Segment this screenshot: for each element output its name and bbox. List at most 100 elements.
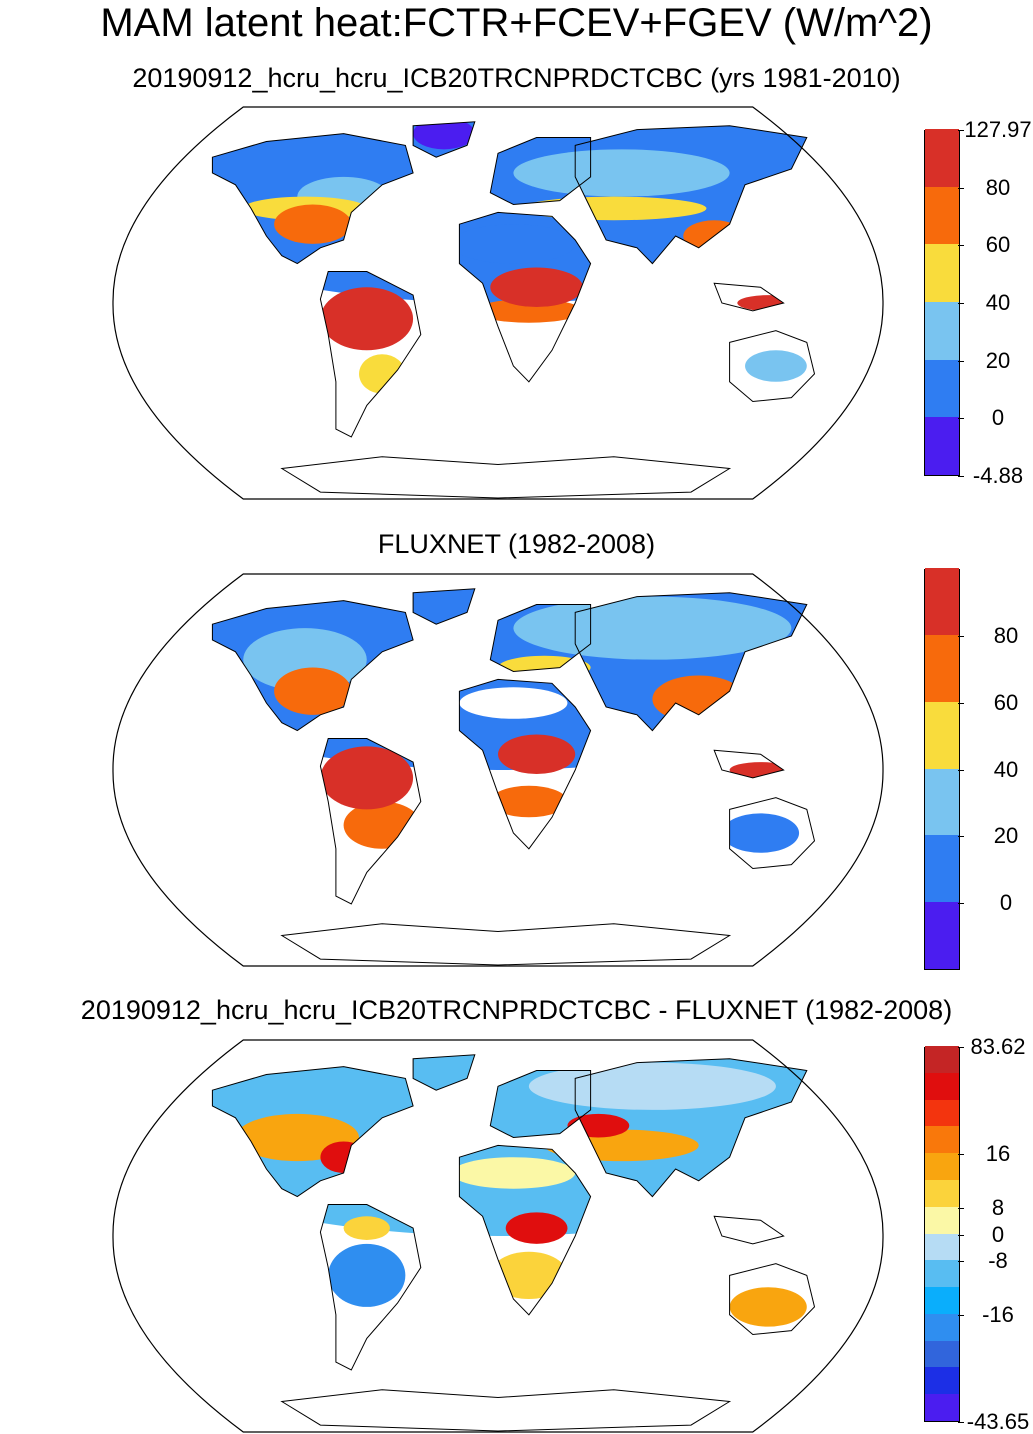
colorbar-segment bbox=[925, 901, 959, 969]
colorbar-segment bbox=[925, 243, 959, 302]
colorbar-tick-label: 0 bbox=[991, 1221, 1005, 1247]
map-value-region bbox=[505, 1212, 568, 1244]
colorbar-segment bbox=[925, 1286, 959, 1314]
map-value-region bbox=[320, 287, 414, 351]
coastline-asia bbox=[574, 592, 808, 732]
colorbar-tick-mark bbox=[958, 702, 964, 704]
colorbar-tick-mark bbox=[958, 903, 964, 905]
panel-2-title: FLUXNET (1982-2008) bbox=[377, 529, 656, 559]
colorbar-tick-mark bbox=[958, 1422, 964, 1423]
colorbar-tick-mark bbox=[958, 245, 964, 247]
map-value-region bbox=[490, 1251, 568, 1300]
map-value-region bbox=[729, 1287, 807, 1327]
colorbar-tick-mark bbox=[958, 360, 964, 362]
colorbar-segment bbox=[925, 1152, 959, 1180]
colorbar-tick-mark bbox=[958, 635, 964, 637]
coastline-africa bbox=[458, 211, 592, 383]
map-value-region bbox=[498, 734, 576, 774]
colorbar-segment bbox=[925, 1072, 959, 1100]
colorbar-tick-mark bbox=[958, 130, 964, 131]
colorbar-tick-mark bbox=[958, 836, 964, 838]
colorbar-tick-mark bbox=[958, 1207, 964, 1209]
map-projection-outline bbox=[112, 1039, 884, 1433]
coastline-southAmerica bbox=[319, 738, 422, 905]
coastline-maritime bbox=[713, 1215, 785, 1245]
coastline-northAmerica bbox=[211, 600, 414, 732]
colorbar-tick-label: 127.97 bbox=[964, 117, 1032, 142]
figure-title: MAM latent heat:FCTR+FCEV+FGEV (W/m^2) bbox=[100, 1, 933, 45]
coastline-southAmerica bbox=[319, 271, 422, 438]
colorbar-segment bbox=[925, 128, 959, 187]
colorbar-segment bbox=[925, 567, 959, 635]
colorbar-tick-label: 20 bbox=[985, 347, 1011, 373]
map-value-region bbox=[320, 746, 414, 810]
map-value-region bbox=[328, 1243, 406, 1307]
colorbar-tick-mark bbox=[958, 303, 964, 304]
map-value-region bbox=[451, 224, 576, 264]
coastline-africa bbox=[458, 678, 592, 850]
colorbar-segment bbox=[925, 701, 959, 769]
colorbar-tick-label: 0 bbox=[999, 890, 1013, 916]
colorbar-segment bbox=[925, 1366, 959, 1395]
colorbar-tick-label: 8 bbox=[991, 1194, 1005, 1220]
panel-1-colorbar bbox=[924, 128, 960, 476]
coastline-australia bbox=[729, 797, 816, 870]
coastline-maritime bbox=[713, 749, 785, 779]
coastline-antarctica bbox=[280, 923, 732, 966]
colorbar-tick-label: 83.62 bbox=[970, 1034, 1026, 1059]
panel-3-title: 20190912_hcru_hcru_ICB20TRCNPRDCTCBC - F… bbox=[80, 995, 953, 1025]
map-value-region bbox=[343, 1216, 390, 1240]
coastline-asia bbox=[574, 1058, 808, 1198]
map-value-region bbox=[745, 350, 807, 382]
coastline-greenland bbox=[412, 1054, 476, 1091]
map-value-region bbox=[513, 149, 730, 197]
map-projection-outline bbox=[112, 106, 884, 500]
colorbar-tick-label: -8 bbox=[988, 1248, 1008, 1274]
colorbar-tick-mark bbox=[958, 187, 964, 189]
colorbar-tick-label: 20 bbox=[993, 823, 1019, 849]
colorbar-segment bbox=[925, 416, 959, 475]
coastline-antarctica bbox=[280, 456, 732, 499]
colorbar-tick-label: 80 bbox=[993, 622, 1019, 648]
colorbar-segment bbox=[925, 1045, 959, 1073]
panel-2-world-map bbox=[112, 573, 884, 967]
colorbar-tick-label: -4.88 bbox=[972, 463, 1024, 488]
map-value-region bbox=[274, 204, 352, 244]
coastline-europe bbox=[489, 604, 592, 673]
colorbar-segment bbox=[925, 634, 959, 702]
colorbar-tick-mark bbox=[958, 1234, 964, 1236]
colorbar-tick-mark bbox=[958, 1154, 964, 1156]
colorbar-segment bbox=[925, 1179, 959, 1207]
map-projection-outline bbox=[112, 573, 884, 967]
map-value-region bbox=[459, 687, 568, 719]
colorbar-tick-mark bbox=[958, 418, 964, 420]
map-value-region bbox=[274, 667, 352, 715]
map-value-region bbox=[413, 121, 475, 150]
colorbar-segment bbox=[925, 834, 959, 903]
panel-1-title: 20190912_hcru_hcru_ICB20TRCNPRDCTCBC (yr… bbox=[132, 63, 901, 93]
colorbar-tick-label: 40 bbox=[993, 756, 1019, 782]
coastline-greenland bbox=[412, 121, 476, 158]
colorbar-segment bbox=[925, 186, 959, 245]
colorbar-segment bbox=[925, 301, 959, 360]
coastline-antarctica bbox=[280, 1389, 732, 1432]
colorbar-tick-mark bbox=[958, 1261, 964, 1263]
colorbar-tick-label: -16 bbox=[982, 1301, 1014, 1327]
colorbar-tick-mark bbox=[958, 1047, 964, 1048]
colorbar-segment bbox=[925, 1259, 959, 1288]
colorbar-tick-label: -43.65 bbox=[966, 1409, 1030, 1434]
colorbar-tick-mark bbox=[958, 1314, 964, 1316]
panel-2-colorbar bbox=[924, 567, 960, 970]
coastline-asia bbox=[574, 125, 808, 265]
coastline-southAmerica bbox=[319, 1204, 422, 1371]
colorbar-segment bbox=[925, 1340, 959, 1368]
colorbar-segment bbox=[925, 359, 959, 418]
colorbar-segment bbox=[925, 1313, 959, 1341]
colorbar-tick-label: 60 bbox=[985, 232, 1011, 258]
colorbar-tick-label: 80 bbox=[985, 174, 1011, 200]
map-value-region bbox=[513, 596, 792, 660]
panel-1-world-map bbox=[112, 106, 884, 500]
colorbar-segment bbox=[925, 1393, 959, 1421]
colorbar-tick-label: 16 bbox=[985, 1141, 1011, 1167]
coastline-europe bbox=[489, 137, 592, 206]
